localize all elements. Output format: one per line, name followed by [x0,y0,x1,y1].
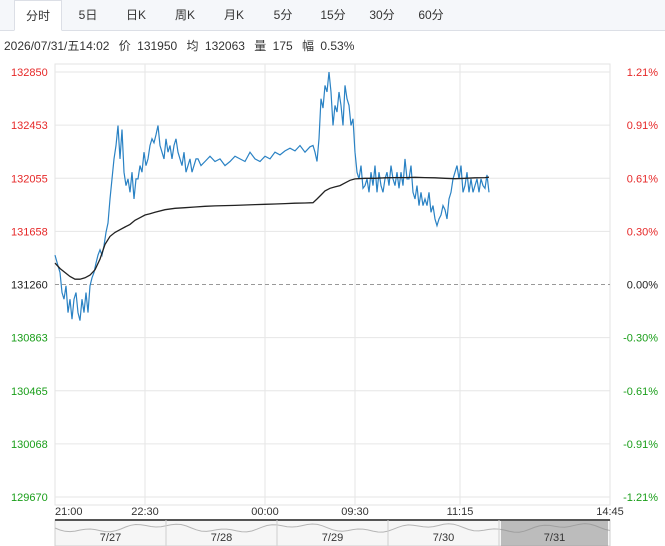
info-volume: 175 [272,39,293,53]
y-tick-label-price: 132453 [11,120,48,132]
y-tick-label-percent: -0.30% [623,333,658,345]
y-tick-label-percent: 0.30% [627,226,658,238]
y-tick-label-price: 132055 [11,173,48,185]
tab-5day[interactable]: 5日 [78,8,98,22]
navigator-date-label[interactable]: 7/28 [211,532,232,544]
info-avg-label: 均 [186,39,199,53]
info-amplitude: 0.53% [320,39,355,53]
y-tick-label-price: 131658 [11,226,48,238]
y-tick-label-percent: 0.00% [627,280,658,292]
tab-30min[interactable]: 30分 [369,8,395,22]
info-amplitude-label: 幅 [302,39,315,53]
info-datetime: 2026/07/31/五14:02 [4,39,110,53]
x-tick-label: 21:00 [55,506,83,518]
tab-intraday[interactable]: 分时 [14,0,62,31]
y-tick-label-price: 132850 [11,67,48,79]
average-price-line [54,176,490,280]
navigator-date-label[interactable]: 7/27 [100,532,121,544]
y-tick-label-price: 129670 [11,492,48,504]
tab-weekly-k[interactable]: 周K [174,8,195,22]
x-tick-label: 11:15 [447,506,474,518]
x-tick-label: 00:00 [251,506,279,518]
info-price: 131950 [137,39,178,53]
y-tick-label-percent: -0.61% [623,386,658,398]
y-tick-label-percent: 1.21% [627,67,658,79]
x-tick-label: 22:30 [131,506,159,518]
x-tick-label: 09:30 [341,506,369,518]
y-tick-label-percent: 0.61% [627,173,658,185]
y-tick-label-price: 131260 [11,280,48,292]
x-tick-label: 14:45 [596,506,624,518]
tab-daily-k[interactable]: 日K [125,8,146,22]
y-tick-label-price: 130465 [11,386,48,398]
price-line [54,71,490,321]
y-tick-label-price: 130863 [11,333,48,345]
y-tick-label-percent: -1.21% [623,492,658,504]
navigator-date-label[interactable]: 7/29 [322,532,343,544]
tab-monthly-k[interactable]: 月K [223,8,244,22]
info-price-label: 价 [118,39,131,53]
navigator-date-label[interactable]: 7/30 [433,532,454,544]
navigator-date-label[interactable]: 7/31 [544,532,565,544]
y-axis-price-labels: 132850 132453 132055 131658 131260 130863 1304… [11,67,48,504]
tab-5min[interactable]: 5分 [273,8,293,22]
y-tick-label-percent: -0.91% [623,439,658,451]
y-tick-label-percent: 0.91% [627,120,658,132]
tab-15min[interactable]: 15分 [320,8,346,22]
tab-60min[interactable]: 60分 [418,8,444,22]
info-volume-label: 量 [254,39,267,53]
y-tick-label-price: 130068 [11,439,48,451]
period-tab-bar: 分时 5日 日K 周K 月K 5分 15分 30分 60分 [0,0,665,31]
navigator-selection [501,521,608,546]
y-axis-percent-labels: 1.21% 0.91% 0.61% 0.30% 0.00% -0.30% -0.61% -0.… [623,67,658,504]
date-range-navigator[interactable]: 7/27 7/28 7/29 7/30 7/31 [54,519,611,546]
info-avg: 132063 [204,39,245,53]
quote-info-bar: 2026/07/31/五14:02 价 131950 均 132063 量 17… [4,37,354,54]
x-axis-time-labels: 21:00 22:30 00:00 09:30 11:15 14:45 [55,506,624,518]
